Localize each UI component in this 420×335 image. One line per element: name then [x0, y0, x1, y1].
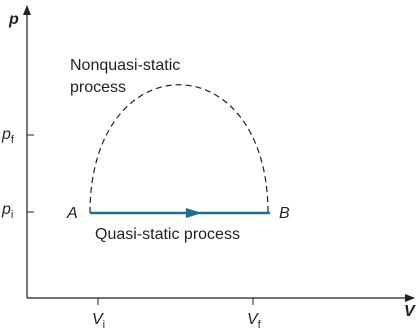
y-tick-label: pi [1, 201, 13, 221]
nonquasi-static-path [89, 84, 269, 214]
y-tick-label: pf [1, 126, 15, 146]
path-label: Quasi-static process [95, 226, 240, 243]
direction-arrow [186, 208, 202, 218]
x-axis-label: V [404, 303, 416, 320]
x-tick-label: Vi [92, 311, 105, 331]
point-label: B [279, 205, 290, 222]
y-axis-label: p [8, 11, 19, 28]
x-tick-label: Vf [247, 311, 262, 331]
path-label: Nonquasi-static [70, 57, 180, 74]
point-label: A [66, 205, 78, 222]
path-label: process [70, 79, 126, 96]
